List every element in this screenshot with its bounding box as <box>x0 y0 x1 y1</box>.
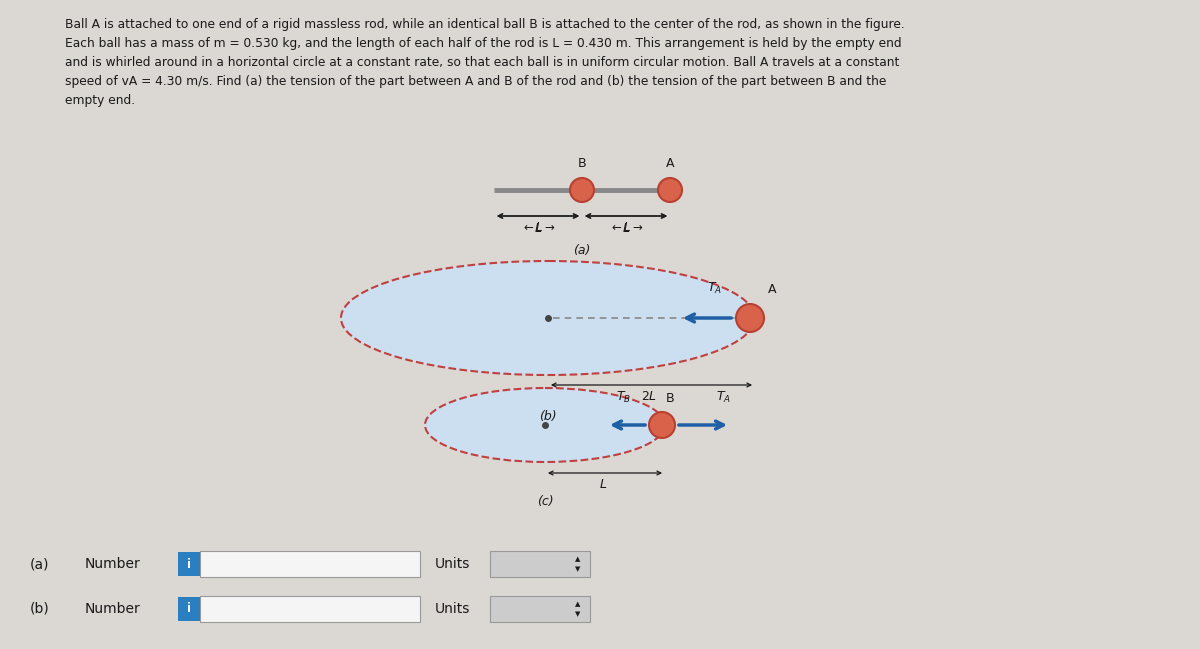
Circle shape <box>736 304 764 332</box>
Text: $L$: $L$ <box>622 222 630 235</box>
Text: and is whirled around in a horizontal circle at a constant rate, so that each ba: and is whirled around in a horizontal ci… <box>65 56 899 69</box>
Ellipse shape <box>425 388 665 462</box>
Text: Units: Units <box>436 557 470 571</box>
Text: ▲: ▲ <box>575 601 581 607</box>
Text: A: A <box>666 157 674 170</box>
Circle shape <box>658 178 682 202</box>
FancyBboxPatch shape <box>178 552 200 576</box>
Text: (a): (a) <box>574 244 590 257</box>
Text: empty end.: empty end. <box>65 94 136 107</box>
Text: (b): (b) <box>539 410 557 423</box>
Text: Number: Number <box>85 557 140 571</box>
Text: Units: Units <box>436 602 470 616</box>
Text: $L$: $L$ <box>534 222 542 235</box>
Text: Ball A is attached to one end of a rigid massless rod, while an identical ball B: Ball A is attached to one end of a rigid… <box>65 18 905 31</box>
Text: A: A <box>768 283 776 296</box>
Circle shape <box>570 178 594 202</box>
FancyBboxPatch shape <box>490 596 590 622</box>
Text: (b): (b) <box>30 602 49 616</box>
Text: $T_B$: $T_B$ <box>617 390 631 405</box>
Text: i: i <box>187 602 191 615</box>
Text: (c): (c) <box>536 495 553 508</box>
Text: $\leftarrow L \rightarrow$: $\leftarrow L \rightarrow$ <box>608 221 643 234</box>
FancyBboxPatch shape <box>178 597 200 621</box>
Text: i: i <box>187 557 191 570</box>
Text: B: B <box>666 392 674 405</box>
FancyBboxPatch shape <box>490 551 590 577</box>
Text: $2L$: $2L$ <box>641 390 658 403</box>
Text: ▲: ▲ <box>575 556 581 562</box>
FancyBboxPatch shape <box>200 551 420 577</box>
Text: B: B <box>577 157 587 170</box>
Text: Number: Number <box>85 602 140 616</box>
Text: speed of vA = 4.30 m/s. Find (a) the tension of the part between A and B of the : speed of vA = 4.30 m/s. Find (a) the ten… <box>65 75 887 88</box>
Ellipse shape <box>341 261 755 375</box>
Text: $\leftarrow L \rightarrow$: $\leftarrow L \rightarrow$ <box>521 221 556 234</box>
Text: ▼: ▼ <box>575 566 581 572</box>
Circle shape <box>649 412 674 438</box>
Text: $L$: $L$ <box>599 478 607 491</box>
Text: (a): (a) <box>30 557 49 571</box>
FancyBboxPatch shape <box>200 596 420 622</box>
Text: Each ball has a mass of m = 0.530 kg, and the length of each half of the rod is : Each ball has a mass of m = 0.530 kg, an… <box>65 37 901 50</box>
Text: ▼: ▼ <box>575 611 581 617</box>
Text: $T_A$: $T_A$ <box>716 390 732 405</box>
Text: $T_A$: $T_A$ <box>708 281 722 296</box>
